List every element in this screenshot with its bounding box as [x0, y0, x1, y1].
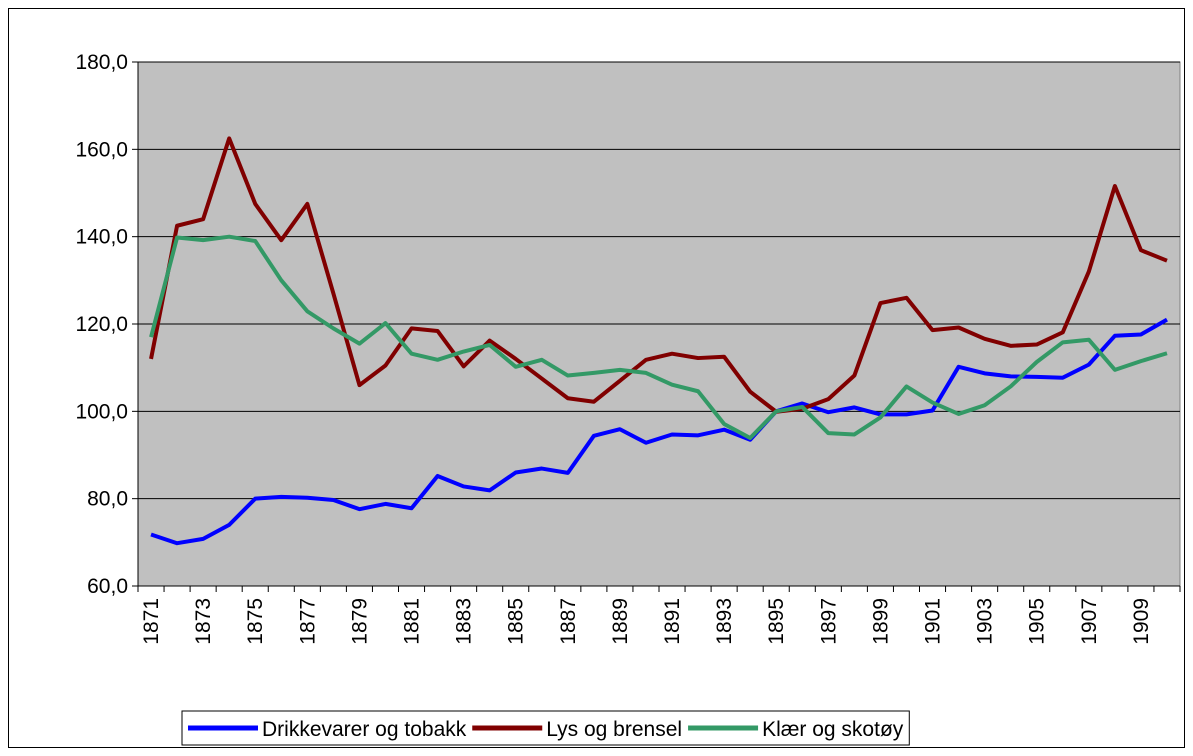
series-line: [150, 317, 1168, 546]
x-tick-label: 1889: [609, 598, 632, 645]
x-tick-label: 1899: [869, 598, 892, 645]
y-tick-label: 80,0: [87, 488, 128, 511]
x-tick-label: 1885: [505, 598, 528, 645]
series-line: [149, 234, 1168, 440]
x-tick-label: 1883: [453, 598, 476, 645]
x-tick-label: 1873: [192, 598, 215, 645]
legend-label: Drikkevarer og tobakk: [262, 718, 467, 741]
x-tick-label: 1879: [348, 598, 371, 645]
legend-label: Lys og brensel: [546, 718, 682, 741]
series-line: [149, 136, 1168, 414]
x-tick-label: 1893: [713, 598, 736, 645]
x-tick-label: 1895: [765, 598, 788, 645]
x-tick-label: 1891: [661, 598, 684, 645]
x-tick-label: 1887: [557, 598, 580, 645]
y-tick-label: 160,0: [75, 138, 128, 161]
y-tick-label: 100,0: [75, 400, 128, 423]
x-tick-label: 1881: [401, 598, 424, 645]
legend-box: [181, 710, 910, 746]
x-tick-label: 1897: [817, 598, 840, 645]
legend-label: Klær og skotøy: [762, 718, 904, 741]
y-tick-label: 180,0: [75, 51, 128, 74]
x-tick-label: 1877: [296, 598, 319, 645]
x-tick-label: 1905: [1026, 598, 1049, 645]
y-tick-label: 140,0: [75, 226, 128, 249]
y-tick-label: 60,0: [87, 575, 128, 598]
x-tick-label: 1871: [140, 598, 163, 645]
x-tick-label: 1903: [974, 598, 997, 645]
x-tick-label: 1909: [1130, 598, 1153, 645]
y-tick-label: 120,0: [75, 313, 128, 336]
x-tick-label: 1875: [244, 598, 267, 645]
legend: Drikkevarer og tobakk Lys og brensel Klær …: [181, 710, 910, 746]
x-tick-label: 1901: [922, 598, 945, 645]
x-tick-label: 1907: [1078, 598, 1101, 645]
